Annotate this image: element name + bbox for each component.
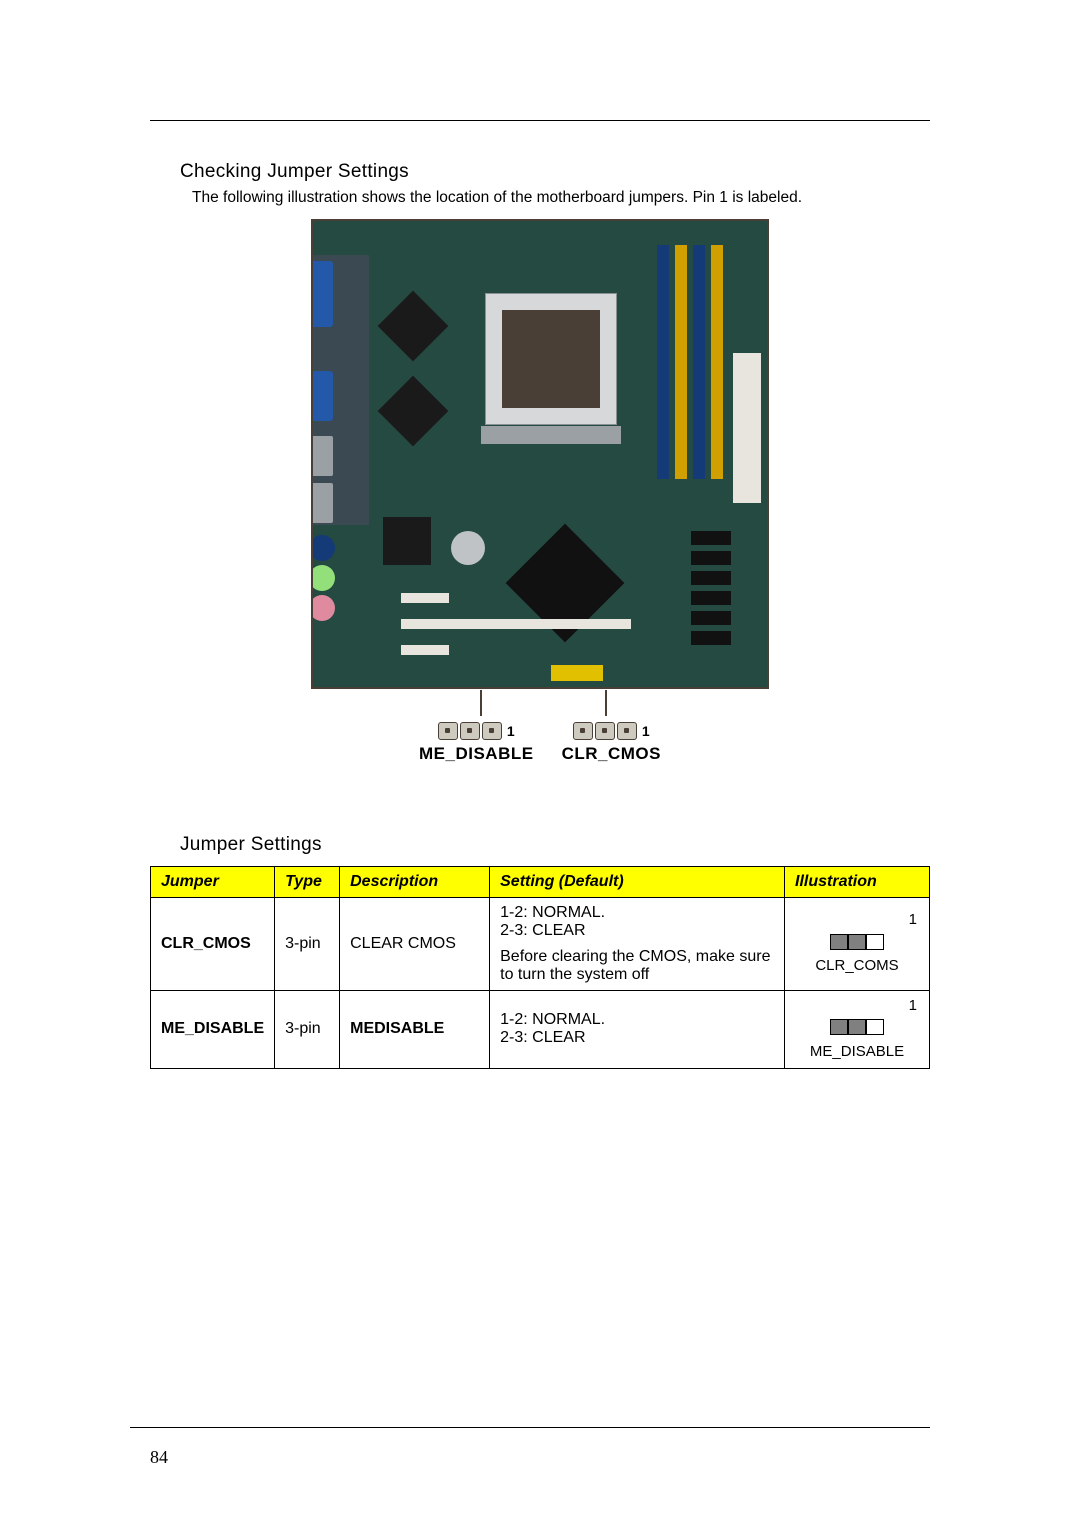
cell-setting: 1-2: NORMAL. 2-3: CLEAR Before clearing … <box>490 897 785 990</box>
jumper-block-icon <box>830 934 884 950</box>
cell-description: MEDISABLE <box>340 990 490 1068</box>
table-row: CLR_CMOS 3-pin CLEAR CMOS 1-2: NORMAL. 2… <box>151 897 930 990</box>
cell-illustration: 1 ME_DISABLE <box>785 990 930 1068</box>
jumper-block-icon <box>830 1019 884 1035</box>
pins-icon: 1 <box>438 722 515 740</box>
jumper-callouts: 1 ME_DISABLE 1 CLR_CMOS <box>311 691 769 764</box>
cell-jumper: CLR_CMOS <box>151 897 275 990</box>
callout-label: CLR_CMOS <box>562 744 661 764</box>
table-header-row: Jumper Type Description Setting (Default… <box>151 866 930 897</box>
pin1-label: 1 <box>642 723 650 739</box>
th-setting: Setting (Default) <box>490 866 785 897</box>
setting-line: 2-3: CLEAR <box>500 1029 774 1047</box>
cell-type: 3-pin <box>275 990 340 1068</box>
cell-setting: 1-2: NORMAL. 2-3: CLEAR <box>490 990 785 1068</box>
jumper-table: Jumper Type Description Setting (Default… <box>150 866 930 1069</box>
th-description: Description <box>340 866 490 897</box>
setting-line: 1-2: NORMAL. <box>500 904 774 922</box>
illustration-name: CLR_COMS <box>795 957 919 976</box>
page: Checking Jumper Settings The following i… <box>0 0 1080 1528</box>
motherboard-photo <box>311 219 769 689</box>
pin1-label: 1 <box>795 911 919 930</box>
cell-description: CLEAR CMOS <box>340 897 490 990</box>
callout-label: ME_DISABLE <box>419 744 534 764</box>
section-title-checking: Checking Jumper Settings <box>180 161 930 183</box>
illustration-name: ME_DISABLE <box>795 1043 919 1062</box>
cell-type: 3-pin <box>275 897 340 990</box>
callout-me-disable: 1 ME_DISABLE <box>419 691 534 764</box>
cell-illustration: 1 CLR_COMS <box>785 897 930 990</box>
top-rule <box>150 120 930 121</box>
pin1-label: 1 <box>795 997 919 1016</box>
page-number: 84 <box>150 1447 168 1468</box>
pins-icon: 1 <box>573 722 650 740</box>
th-illustration: Illustration <box>785 866 930 897</box>
setting-note: Before clearing the CMOS, make sure to t… <box>500 948 774 984</box>
setting-line: 2-3: CLEAR <box>500 922 774 940</box>
th-jumper: Jumper <box>151 866 275 897</box>
cell-jumper: ME_DISABLE <box>151 990 275 1068</box>
pin1-label: 1 <box>507 723 515 739</box>
callout-clr-cmos: 1 CLR_CMOS <box>562 691 661 764</box>
table-row: ME_DISABLE 3-pin MEDISABLE 1-2: NORMAL. … <box>151 990 930 1068</box>
th-type: Type <box>275 866 340 897</box>
section-title-jumper-settings: Jumper Settings <box>180 834 930 856</box>
bottom-rule <box>130 1427 930 1428</box>
motherboard-figure: 1 ME_DISABLE 1 CLR_CMOS <box>311 219 769 764</box>
section-caption: The following illustration shows the loc… <box>192 189 930 207</box>
setting-line: 1-2: NORMAL. <box>500 1011 774 1029</box>
